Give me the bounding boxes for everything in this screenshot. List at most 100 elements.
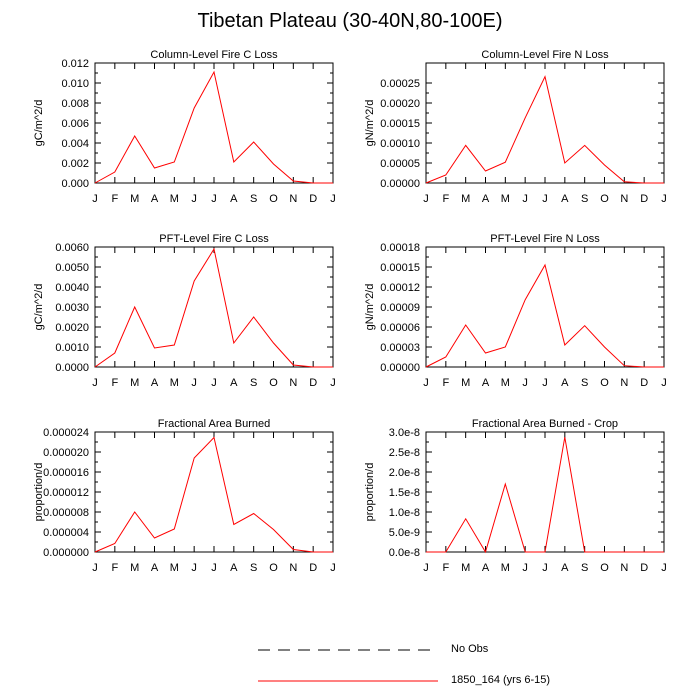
panel-title: Column-Level Fire N Loss — [481, 49, 609, 61]
x-tick-label: J — [92, 377, 98, 389]
series-line — [426, 437, 664, 554]
y-tick-label: 0.000000 — [43, 547, 89, 559]
x-tick-label: J — [522, 377, 528, 389]
x-tick-label: M — [130, 193, 139, 205]
x-tick-label: A — [561, 562, 569, 574]
series-line — [94, 70, 333, 184]
x-tick-label: D — [640, 377, 648, 389]
x-tick-label: A — [230, 377, 238, 389]
x-tick-label: F — [442, 562, 449, 574]
x-tick-label: M — [170, 193, 179, 205]
x-tick-label: A — [482, 377, 490, 389]
legend-item-model: 1850_164 (yrs 6-15) — [258, 674, 550, 688]
x-tick-label: N — [620, 377, 628, 389]
y-tick-label: 0.000008 — [43, 507, 89, 519]
x-tick-label: J — [191, 562, 197, 574]
x-tick-label: A — [151, 377, 159, 389]
y-tick-label: 0.00015 — [380, 262, 420, 274]
y-tick-label: 0.010 — [61, 78, 89, 90]
panel-title: PFT-Level Fire N Loss — [490, 233, 600, 245]
y-tick-label: 0.004 — [61, 138, 89, 150]
y-tick-label: 0.00018 — [380, 242, 420, 254]
y-tick-label: 0.00006 — [380, 322, 420, 334]
x-tick-label: D — [640, 193, 648, 205]
y-tick-label: 0.000004 — [43, 527, 89, 539]
y-tick-label: 2.0e-8 — [389, 467, 420, 479]
x-tick-label: J — [330, 377, 336, 389]
y-tick-label: 0.000020 — [43, 447, 89, 459]
y-axis-label: proportion/d — [33, 463, 45, 522]
x-tick-label: N — [620, 193, 628, 205]
y-tick-label: 1.5e-8 — [389, 487, 420, 499]
x-tick-label: M — [461, 377, 470, 389]
x-tick-label: J — [191, 377, 197, 389]
x-tick-label: S — [581, 562, 588, 574]
x-tick-label: N — [289, 562, 297, 574]
x-tick-label: D — [309, 562, 317, 574]
y-tick-label: 0.006 — [61, 118, 89, 130]
legend-label-model: 1850_164 (yrs 6-15) — [451, 674, 551, 686]
panel-title: Column-Level Fire C Loss — [150, 49, 278, 61]
y-tick-label: 0.000016 — [43, 467, 89, 479]
x-tick-label: N — [620, 562, 628, 574]
x-tick-label: M — [461, 193, 470, 205]
x-tick-label: M — [170, 562, 179, 574]
series-line — [425, 263, 664, 368]
y-tick-label: 0.0030 — [55, 302, 89, 314]
y-tick-label: 0.00000 — [380, 362, 420, 374]
y-tick-label: 2.5e-8 — [389, 447, 420, 459]
x-tick-label: A — [151, 562, 159, 574]
x-tick-label: J — [522, 562, 528, 574]
x-tick-label: J — [661, 562, 667, 574]
x-tick-label: J — [661, 377, 667, 389]
series-line — [425, 75, 664, 184]
y-tick-label: 3.0e-8 — [389, 427, 420, 439]
y-tick-label: 0.000012 — [43, 487, 89, 499]
x-tick-label: A — [482, 193, 490, 205]
plot-frame — [94, 431, 334, 553]
y-tick-label: 0.002 — [61, 158, 89, 170]
x-tick-label: J — [330, 562, 336, 574]
legend-label-obs: No Obs — [451, 643, 489, 655]
y-tick-label: 0.0040 — [55, 282, 89, 294]
x-tick-label: O — [269, 193, 278, 205]
y-tick-label: 0.00025 — [380, 78, 420, 90]
x-tick-label: D — [309, 377, 317, 389]
y-tick-label: 0.012 — [61, 58, 89, 70]
x-tick-label: J — [211, 193, 217, 205]
y-axis-label: gC/m^2/d — [33, 100, 45, 147]
y-tick-label: 0.00020 — [380, 98, 420, 110]
panel-title: Fractional Area Burned — [158, 418, 271, 430]
x-tick-label: M — [130, 562, 139, 574]
x-tick-label: M — [170, 377, 179, 389]
x-tick-label: N — [289, 377, 297, 389]
x-tick-label: A — [151, 193, 159, 205]
x-tick-label: D — [309, 193, 317, 205]
legend-item-obs: No Obs — [258, 643, 488, 657]
y-tick-label: 0.0000 — [55, 362, 89, 374]
y-tick-label: 1.0e-8 — [389, 507, 420, 519]
panel-title: PFT-Level Fire C Loss — [159, 233, 269, 245]
x-tick-label: F — [111, 562, 118, 574]
plot-frame — [94, 246, 334, 368]
x-tick-label: O — [600, 377, 609, 389]
x-tick-label: F — [442, 377, 449, 389]
x-tick-label: J — [211, 562, 217, 574]
y-tick-label: 0.00000 — [380, 178, 420, 190]
x-tick-label: J — [330, 193, 336, 205]
x-tick-label: S — [250, 562, 257, 574]
x-tick-label: S — [581, 193, 588, 205]
y-tick-label: 0.000024 — [43, 427, 89, 439]
y-axis-label: gC/m^2/d — [33, 284, 45, 331]
x-tick-label: A — [230, 193, 238, 205]
x-tick-label: A — [482, 562, 490, 574]
y-tick-label: 0.00005 — [380, 158, 420, 170]
x-tick-label: M — [501, 562, 510, 574]
x-tick-label: S — [581, 377, 588, 389]
page-title: Tibetan Plateau (30-40N,80-100E) — [197, 10, 503, 32]
legend-solid-line-icon — [258, 680, 438, 682]
x-tick-label: O — [269, 377, 278, 389]
y-tick-label: 0.008 — [61, 98, 89, 110]
x-tick-label: J — [92, 562, 98, 574]
